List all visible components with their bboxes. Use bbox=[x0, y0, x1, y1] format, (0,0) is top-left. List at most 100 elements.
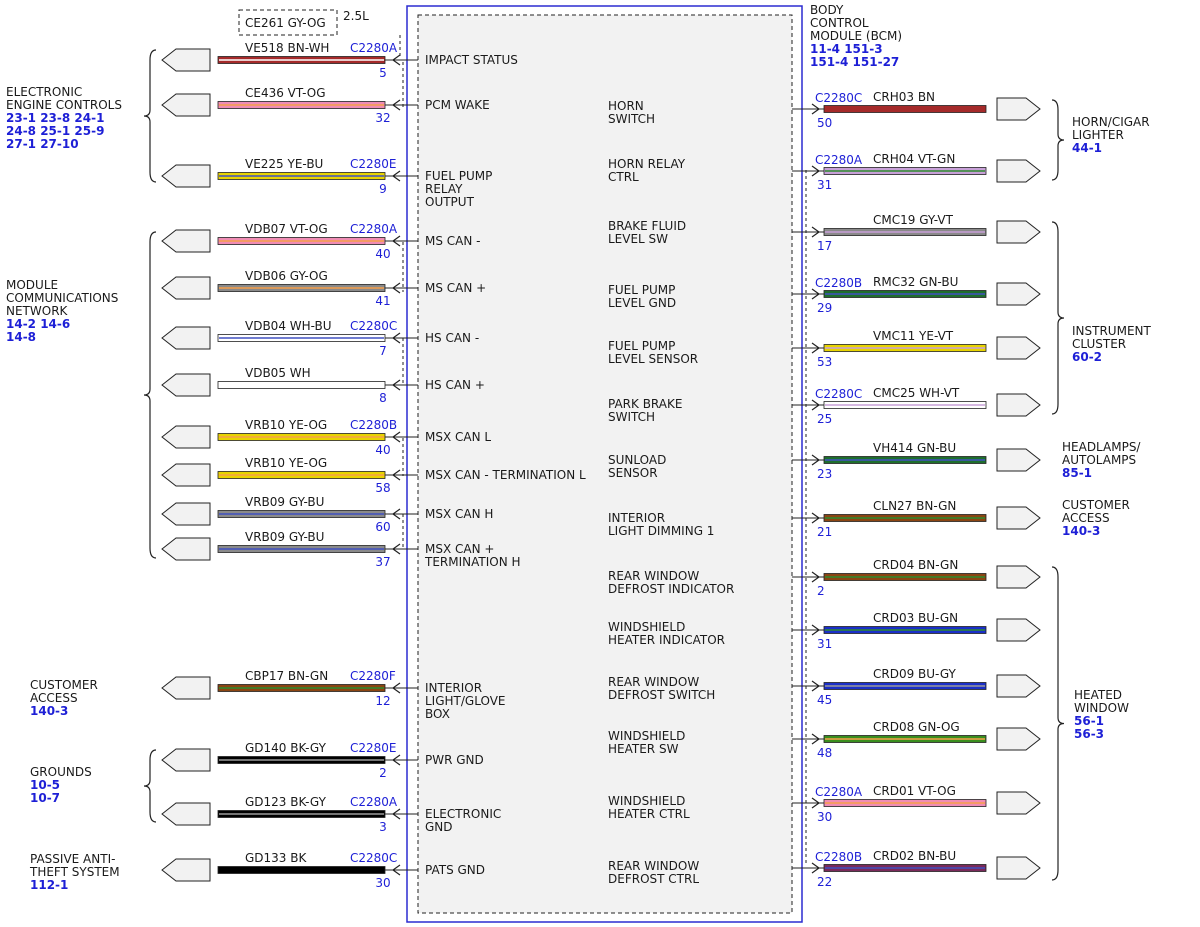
pin-arrow-left bbox=[391, 54, 401, 66]
connector-right bbox=[996, 220, 1041, 244]
pin-arrow-right bbox=[811, 226, 821, 238]
pin-number: 58 bbox=[375, 481, 390, 495]
circuit-label: CRD04 BN-GN bbox=[873, 558, 958, 572]
pin-function-label: BRAKE FLUID bbox=[608, 219, 686, 233]
pin-function-label: BOX bbox=[425, 707, 450, 721]
group-label: PASSIVE ANTI- bbox=[30, 852, 115, 866]
module-title-line-1: BODY bbox=[810, 3, 844, 17]
pin-number: 21 bbox=[817, 525, 832, 539]
pin-function-label: LEVEL SENSOR bbox=[608, 352, 698, 366]
connector-left bbox=[161, 373, 211, 397]
circuit-label: VH414 GN-BU bbox=[873, 441, 956, 455]
pin-number: 29 bbox=[817, 301, 832, 315]
connector-id: C2280E bbox=[350, 741, 397, 755]
circuit-label: GD123 BK-GY bbox=[245, 795, 327, 809]
module-title-line-3: MODULE (BCM) bbox=[810, 29, 902, 43]
pin-function-label: HORN RELAY bbox=[608, 157, 686, 171]
pin-function-label: PWR GND bbox=[425, 753, 484, 767]
circuit-label: VDB07 VT-OG bbox=[245, 222, 328, 236]
pin-arrow-right bbox=[811, 571, 821, 583]
connector-right bbox=[996, 159, 1041, 183]
group-brace bbox=[143, 749, 157, 823]
connector-id: C2280A bbox=[350, 795, 398, 809]
pin-arrow-left bbox=[391, 431, 401, 443]
group-brace bbox=[1051, 99, 1065, 181]
pin-arrow-left bbox=[391, 864, 401, 876]
module-ref-1: 11-4 151-3 bbox=[810, 42, 883, 56]
pin-arrow-left bbox=[391, 543, 401, 555]
circuit-label: VDB05 WH bbox=[245, 366, 311, 380]
pin-function-label: REAR WINDOW bbox=[608, 859, 699, 873]
engine-variant-circuit: CE261 GY-OG bbox=[245, 16, 326, 30]
pin-function-label: PCM WAKE bbox=[425, 98, 490, 112]
pin-function-label: FUEL PUMP bbox=[608, 283, 675, 297]
pin-function-label: OUTPUT bbox=[425, 195, 475, 209]
pin-function-label: HEATER INDICATOR bbox=[608, 633, 725, 647]
pin-function-label: FUEL PUMP bbox=[425, 169, 492, 183]
circuit-label: VRB09 GY-BU bbox=[245, 495, 324, 509]
pin-function-label: LEVEL GND bbox=[608, 296, 676, 310]
circuit-label: CBP17 BN-GN bbox=[245, 669, 328, 683]
pin-function-label: SUNLOAD bbox=[608, 453, 666, 467]
connector-left bbox=[161, 425, 211, 449]
pin-number: 22 bbox=[817, 875, 832, 889]
pin-arrow-left bbox=[391, 235, 401, 247]
pin-number: 8 bbox=[379, 391, 387, 405]
connector-id: C2280B bbox=[350, 418, 397, 432]
circuit-label: GD140 BK-GY bbox=[245, 741, 327, 755]
circuit-label: CMC19 GY-VT bbox=[873, 213, 954, 227]
pin-arrow-left bbox=[391, 508, 401, 520]
connector-left bbox=[161, 676, 211, 700]
circuit-label: VRB09 GY-BU bbox=[245, 530, 324, 544]
group-brace bbox=[143, 49, 157, 183]
circuit-label: CMC25 WH-VT bbox=[873, 386, 960, 400]
pin-number: 30 bbox=[817, 810, 832, 824]
connector-id: C2280A bbox=[815, 153, 863, 167]
circuit-label: VRB10 YE-OG bbox=[245, 418, 327, 432]
pin-function-label: FUEL PUMP bbox=[608, 339, 675, 353]
group-label: HORN/CIGAR bbox=[1072, 115, 1150, 129]
circuit-label: CRD02 BN-BU bbox=[873, 849, 956, 863]
group-label: COMMUNICATIONS bbox=[6, 291, 118, 305]
pin-number: 60 bbox=[375, 520, 390, 534]
group-ref: 27-1 27-10 bbox=[6, 137, 79, 151]
pin-arrow-right bbox=[811, 862, 821, 874]
connector-left bbox=[161, 48, 211, 72]
group-ref: 56-1 bbox=[1074, 714, 1104, 728]
pin-arrow-right bbox=[811, 103, 821, 115]
group-label: LIGHTER bbox=[1072, 128, 1124, 142]
group-ref: 140-3 bbox=[1062, 524, 1100, 538]
module-ref-2: 151-4 151-27 bbox=[810, 55, 899, 69]
connector-id: C2280C bbox=[815, 91, 862, 105]
pin-number: 40 bbox=[375, 247, 390, 261]
pin-arrow-right bbox=[811, 512, 821, 524]
pin-function-label: LEVEL SW bbox=[608, 232, 668, 246]
pin-function-label: LIGHT DIMMING 1 bbox=[608, 524, 714, 538]
pin-number: 12 bbox=[375, 694, 390, 708]
pin-arrow-left bbox=[391, 808, 401, 820]
connector-id: C2280E bbox=[350, 157, 397, 171]
circuit-label: VDB06 GY-OG bbox=[245, 269, 328, 283]
connector-left bbox=[161, 229, 211, 253]
pin-function-label: SWITCH bbox=[608, 112, 655, 126]
pin-arrow-right bbox=[811, 399, 821, 411]
circuit-label: VDB04 WH-BU bbox=[245, 319, 332, 333]
pin-function-label: HEATER SW bbox=[608, 742, 679, 756]
circuit-label: VRB10 YE-OG bbox=[245, 456, 327, 470]
pin-function-label: CTRL bbox=[608, 170, 639, 184]
pin-number: 45 bbox=[817, 693, 832, 707]
pin-number: 23 bbox=[817, 467, 832, 481]
group-ref: 112-1 bbox=[30, 878, 68, 892]
bcm-module-box bbox=[406, 5, 803, 923]
pin-function-label: INTERIOR bbox=[608, 511, 665, 525]
pin-function-label: HS CAN - bbox=[425, 331, 479, 345]
connector-left bbox=[161, 502, 211, 526]
group-ref: 60-2 bbox=[1072, 350, 1102, 364]
module-title-line-2: CONTROL bbox=[810, 16, 869, 30]
pin-arrow-left bbox=[391, 469, 401, 481]
pin-function-label: IMPACT STATUS bbox=[425, 53, 518, 67]
connector-id: C2280A bbox=[815, 785, 863, 799]
pin-arrow-left bbox=[391, 682, 401, 694]
pin-number: 32 bbox=[375, 111, 390, 125]
